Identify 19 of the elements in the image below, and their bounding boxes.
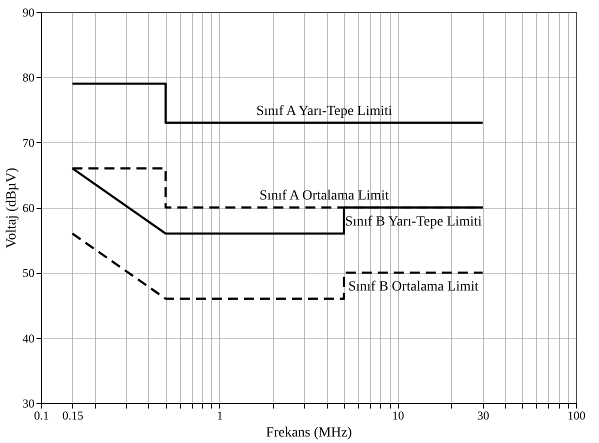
series-label: Sınıf B Yarı-Tepe Limiti <box>345 214 482 230</box>
x-axis-title: Frekans (MHz) <box>266 426 352 440</box>
x-tick-label: 1 <box>216 408 223 422</box>
x-tick-label: 10 <box>392 408 404 422</box>
y-axis-title: Voltaj (dBµV) <box>4 167 20 248</box>
x-tick-label: 0.1 <box>34 408 49 422</box>
y-tick-label: 60 <box>22 201 34 215</box>
y-tick-label: 80 <box>22 70 34 85</box>
y-tick-label: 70 <box>22 136 34 150</box>
series-label: Sınıf B Ortalama Limit <box>348 280 479 295</box>
series-label: Sınıf A Ortalama Limit <box>259 188 390 204</box>
y-tick-label: 50 <box>22 266 34 280</box>
y-tick-label: 30 <box>22 396 34 410</box>
x-tick-label: 0.15 <box>62 408 84 422</box>
y-tick-label: 40 <box>22 331 34 346</box>
x-tick-label: 30 <box>477 408 490 422</box>
x-tick-label: 100 <box>568 408 586 422</box>
series-label: Sınıf A Yarı-Tepe Limiti <box>256 104 392 119</box>
y-tick-label: 90 <box>22 6 34 20</box>
